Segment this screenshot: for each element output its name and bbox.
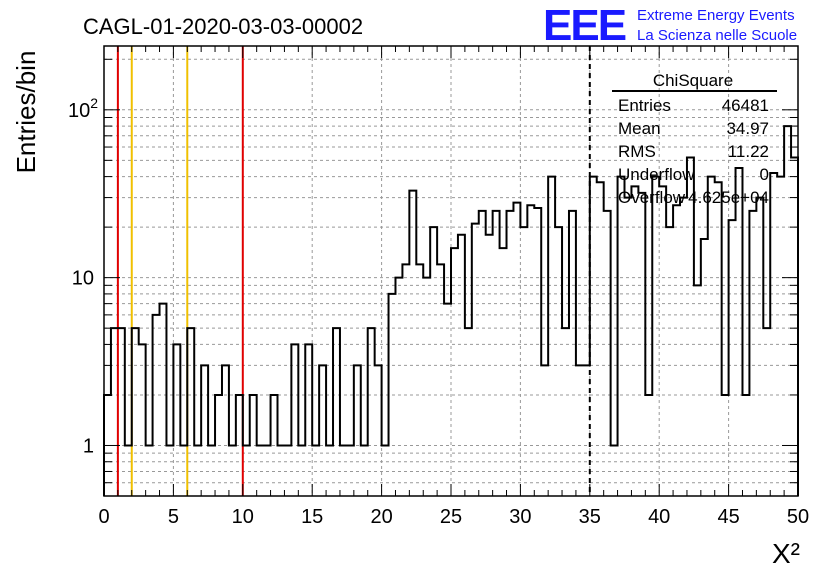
x-tick-label: 50 xyxy=(787,506,809,528)
stats-rms-value: 11.22 xyxy=(728,142,769,161)
x-tick-labels: 0 5 10 15 20 25 30 35 40 45 50 xyxy=(98,506,809,528)
stats-entries-value: 46481 xyxy=(722,96,769,115)
stats-mean-value: 34.97 xyxy=(726,119,769,138)
logo-line-1: Extreme Energy Events xyxy=(637,7,795,24)
stats-mean-label: Mean xyxy=(618,119,661,138)
x-tick-label: 30 xyxy=(509,506,531,528)
x-tick-label: 5 xyxy=(168,506,179,528)
x-tick-label: 25 xyxy=(440,506,462,528)
stats-overflow-value: 4.625e+04 xyxy=(688,188,769,207)
x-tick-label: 20 xyxy=(370,506,392,528)
x-tick-label: 40 xyxy=(648,506,670,528)
y-axis-label: Entries/bin xyxy=(11,51,41,174)
y-tick-label: 1 xyxy=(83,435,94,457)
stats-title: ChiSquare xyxy=(653,71,733,90)
stats-rms-label: RMS xyxy=(618,142,656,161)
chart-title: CAGL-01-2020-03-03-00002 xyxy=(83,14,363,39)
x-axis-label: X² xyxy=(772,538,800,569)
stats-underflow-value: 0 xyxy=(760,165,769,184)
logo-line-2: La Scienza nelle Scuole xyxy=(637,27,797,44)
x-tick-label: 0 xyxy=(98,506,109,528)
histogram-line xyxy=(103,125,799,496)
stats-box-rule xyxy=(612,90,777,92)
y-tick-label: 102 xyxy=(68,95,98,122)
axis-ticks xyxy=(103,46,799,496)
stats-overflow-label: Overflow xyxy=(618,188,686,207)
x-tick-label: 10 xyxy=(232,506,254,528)
stats-entries-label: Entries xyxy=(618,96,671,115)
x-tick-label: 45 xyxy=(717,506,739,528)
stats-underflow-label: Underflow xyxy=(618,165,695,184)
eee-logo: EEE Extreme Energy Events La Scienza nel… xyxy=(543,1,797,50)
x-tick-label: 35 xyxy=(579,506,601,528)
y-tick-label: 10 xyxy=(72,268,94,290)
x-tick-label: 15 xyxy=(301,506,323,528)
stats-box: ChiSquare Entries 46481 Mean 34.97 RMS 1… xyxy=(612,71,777,207)
eee-logo-mark: EEE xyxy=(543,1,626,50)
y-tick-labels: 1 10 102 xyxy=(68,95,98,458)
